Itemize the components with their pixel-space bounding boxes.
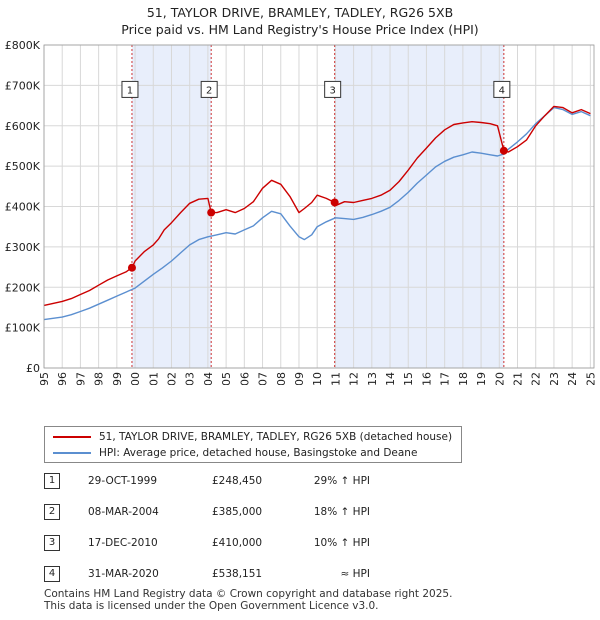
- plot-border: [43, 44, 595, 369]
- y-tick-label: £100K: [5, 322, 41, 335]
- x-tick-label: 2014: [384, 372, 397, 385]
- sale-date: 17-DEC-2010: [88, 537, 158, 549]
- sale-hpi-change: 10% ↑ HPI: [313, 537, 370, 549]
- y-tick-label: £500K: [5, 160, 41, 173]
- sale-number-badge: 3: [44, 535, 60, 551]
- sale-label-number: 1: [127, 85, 133, 96]
- y-tick-label: £200K: [5, 281, 41, 294]
- y-tick-label: £0: [26, 362, 40, 375]
- sale-number-badge: 1: [44, 473, 60, 489]
- y-tick-label: £800K: [5, 40, 41, 52]
- sale-row: 4 31-MAR-2020 £538,151 ≈ HPI: [44, 566, 384, 582]
- sale-date: 31-MAR-2020: [88, 568, 159, 580]
- sale-point: [499, 146, 508, 155]
- sale-point: [127, 263, 136, 272]
- footer: Contains HM Land Registry data © Crown c…: [44, 588, 453, 612]
- property-price-line: [43, 105, 591, 307]
- x-tick-label: 2018: [457, 372, 470, 385]
- x-tick-label: 2001: [147, 372, 160, 385]
- price-chart: 1 2 3 4 £0 £100K £200K £300K £400K £500K £600K £70…: [5, 40, 598, 385]
- x-tick-label: 2006: [238, 372, 251, 385]
- x-tick-label: 2010: [311, 372, 324, 385]
- sale-price: £538,151: [212, 568, 263, 580]
- x-tick-label: 2019: [475, 372, 488, 385]
- y-tick-label: £700K: [5, 79, 41, 92]
- footer-licence: This data is licensed under the Open Gov…: [44, 599, 379, 612]
- x-tick-label: 2005: [220, 372, 233, 385]
- x-tick-label: 1998: [93, 372, 106, 385]
- x-tick-label: 1997: [74, 372, 87, 385]
- x-tick-label: 2015: [402, 372, 415, 385]
- sale-hpi-change: 29% ↑ HPI: [313, 475, 370, 487]
- sale-date: 08-MAR-2004: [88, 506, 159, 518]
- x-tick-label: 1996: [56, 372, 69, 385]
- sale-number-badge: 4: [44, 566, 60, 582]
- sale-row: 3 17-DEC-2010 £410,000 10% ↑ HPI: [44, 535, 384, 551]
- footer-copyright: Contains HM Land Registry data © Crown c…: [44, 588, 453, 600]
- x-tick-label: 2021: [512, 372, 525, 385]
- x-tick-label: 2016: [420, 372, 433, 385]
- legend-item-hpi: HPI: Average price, detached house, Basi…: [53, 446, 417, 460]
- x-tick-label: 2020: [493, 372, 506, 385]
- x-tick-label: 2008: [275, 372, 288, 385]
- x-tick-label: 2011: [329, 372, 342, 385]
- x-tick-label: 2025: [584, 372, 597, 385]
- x-tick-label: 2024: [566, 372, 579, 385]
- legend-item-property: 51, TAYLOR DRIVE, BRAMLEY, TADLEY, RG26 …: [53, 430, 452, 444]
- legend-label-hpi: HPI: Average price, detached house, Basi…: [99, 447, 418, 459]
- x-tick-label: 1999: [111, 372, 124, 385]
- sale-point: [207, 208, 216, 217]
- x-tick-label: 2022: [530, 372, 543, 385]
- sale-label-box: [324, 80, 342, 98]
- x-tick-label: 2012: [348, 372, 361, 385]
- chart-subtitle: Price paid vs. HM Land Registry's House …: [121, 22, 479, 37]
- y-tick-label: £600K: [5, 120, 41, 133]
- x-tick-label: 2007: [257, 372, 270, 385]
- sale-label-box: [200, 80, 218, 98]
- sale-point: [330, 198, 339, 207]
- sale-date: 29-OCT-1999: [88, 475, 157, 487]
- x-tick-label: 2002: [165, 372, 178, 385]
- x-tick-label: 2023: [548, 372, 561, 385]
- x-tick-label: 2013: [366, 372, 379, 385]
- sale-price: £410,000: [212, 537, 263, 549]
- sale-row: 2 08-MAR-2004 £385,000 18% ↑ HPI: [44, 504, 384, 520]
- sale-row: 1 29-OCT-1999 £248,450 29% ↑ HPI: [44, 473, 384, 489]
- x-tick-label: 2003: [184, 372, 197, 385]
- sale-label-number: 4: [499, 85, 505, 96]
- sale-label-number: 2: [206, 85, 212, 96]
- legend-swatch-hpi: [53, 452, 91, 454]
- x-tick-label: 2009: [293, 372, 306, 385]
- chart-title: 51, TAYLOR DRIVE, BRAMLEY, TADLEY, RG26 …: [0, 4, 600, 38]
- sale-label-box: [121, 80, 139, 98]
- y-tick-label: £400K: [5, 201, 41, 214]
- y-tick-label: £300K: [5, 241, 41, 254]
- legend: 51, TAYLOR DRIVE, BRAMLEY, TADLEY, RG26 …: [44, 426, 462, 463]
- sale-hpi-change: ≈ HPI: [340, 568, 370, 580]
- x-tick-label: 2000: [129, 372, 142, 385]
- sale-label-box: [493, 80, 511, 98]
- chart-title-line1: 51, TAYLOR DRIVE, BRAMLEY, TADLEY, RG26 …: [146, 5, 454, 20]
- x-tick-label: 2017: [439, 372, 452, 385]
- legend-label-property: 51, TAYLOR DRIVE, BRAMLEY, TADLEY, RG26 …: [99, 431, 453, 443]
- x-tick-label: 1995: [38, 372, 51, 385]
- hpi-line: [43, 106, 591, 321]
- legend-swatch-property: [53, 436, 91, 438]
- sale-price: £385,000: [212, 506, 263, 518]
- sale-hpi-change: 18% ↑ HPI: [313, 506, 370, 518]
- sale-label-number: 3: [329, 85, 335, 96]
- sale-price: £248,450: [212, 475, 263, 487]
- x-tick-label: 2004: [202, 372, 215, 385]
- sale-number-badge: 2: [44, 504, 60, 520]
